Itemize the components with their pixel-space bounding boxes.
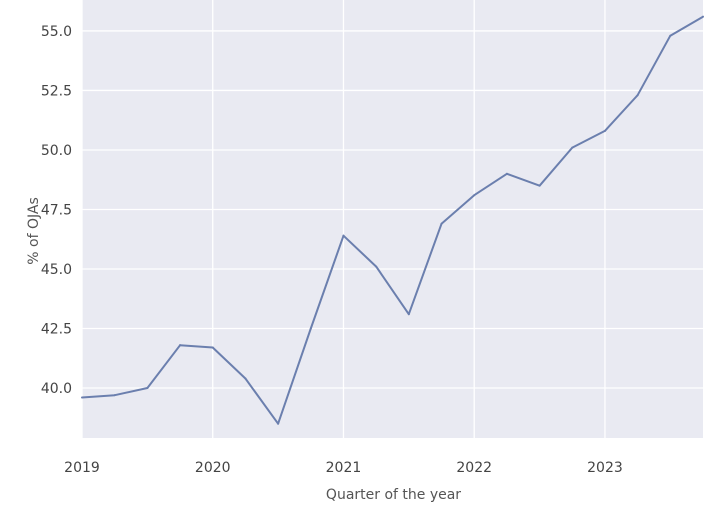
data-point [407, 313, 410, 316]
x-tick-label: 2022 [456, 460, 492, 476]
x-tick-label: 2020 [195, 460, 231, 476]
y-axis-ticks: 40.0 42.5 45.0 47.5 50.0 52.5 55.0 [41, 24, 72, 397]
x-tick-label: 2019 [64, 460, 100, 476]
y-axis-title: % of OJAs [26, 197, 42, 264]
data-point [375, 265, 378, 268]
data-point [440, 222, 443, 225]
data-point [277, 422, 280, 425]
data-point [636, 94, 639, 97]
data-point [179, 344, 182, 347]
y-tick-label: 55.0 [41, 24, 72, 40]
x-axis-title: Quarter of the year [326, 487, 461, 503]
x-tick-label: 2021 [326, 460, 362, 476]
x-axis-ticks: 2019 2020 2021 2022 2023 [64, 460, 623, 476]
data-point [211, 346, 214, 349]
y-tick-label: 42.5 [41, 322, 72, 338]
data-point [244, 377, 247, 380]
data-point [81, 396, 83, 399]
data-point [538, 184, 541, 187]
data-point [473, 194, 476, 197]
y-tick-label: 40.0 [41, 381, 72, 397]
data-point [113, 394, 116, 397]
data-point [571, 146, 574, 149]
series-line [81, 15, 704, 425]
data-point [702, 15, 704, 18]
series-layer [81, 15, 704, 425]
data-point [669, 34, 672, 37]
data-point [309, 327, 312, 330]
data-point [146, 387, 149, 390]
x-tick-label: 2023 [587, 460, 623, 476]
data-point [505, 172, 508, 175]
data-point [603, 129, 606, 132]
plot-area [82, 0, 703, 438]
grid-lines [81, 0, 703, 438]
y-tick-label: 50.0 [41, 143, 72, 159]
data-point [342, 234, 345, 237]
y-tick-label: 47.5 [41, 202, 72, 218]
y-tick-label: 45.0 [41, 262, 72, 278]
y-tick-label: 52.5 [41, 83, 72, 99]
